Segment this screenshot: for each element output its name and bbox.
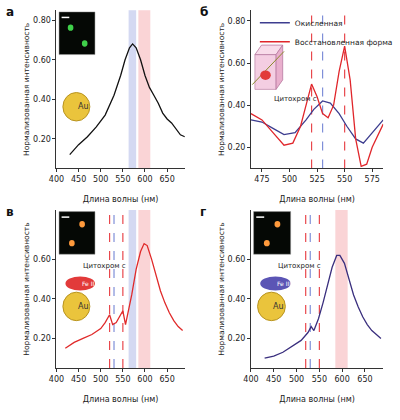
svg-text:525: 525: [309, 175, 324, 184]
svg-text:550: 550: [115, 175, 130, 184]
svg-text:400: 400: [243, 375, 258, 384]
svg-text:500: 500: [289, 375, 304, 384]
svg-text:450: 450: [266, 375, 281, 384]
svg-text:650: 650: [159, 175, 174, 184]
svg-text:Нормализованная интенсивность: Нормализованная интенсивность: [22, 23, 31, 156]
svg-text:г: г: [200, 205, 206, 219]
svg-text:0.60: 0.60: [228, 255, 246, 264]
svg-text:Окисленная: Окисленная: [295, 19, 343, 28]
svg-text:450: 450: [71, 375, 86, 384]
svg-text:б: б: [200, 5, 208, 19]
svg-text:Длина волны (нм): Длина волны (нм): [279, 195, 355, 204]
svg-text:600: 600: [137, 175, 152, 184]
svg-text:650: 650: [159, 375, 174, 384]
svg-text:Длина волны (нм): Длина волны (нм): [279, 395, 355, 404]
svg-text:Au: Au: [78, 102, 89, 111]
svg-text:0.20: 0.20: [228, 143, 246, 152]
svg-text:600: 600: [335, 375, 350, 384]
svg-text:400: 400: [49, 175, 64, 184]
svg-text:0.20: 0.20: [33, 135, 51, 144]
svg-text:0.80: 0.80: [33, 16, 51, 25]
svg-text:Восстановленная форма: Восстановленная форма: [295, 38, 393, 47]
svg-text:475: 475: [254, 175, 269, 184]
svg-text:Цитохром c: Цитохром c: [278, 262, 321, 270]
svg-text:0.20: 0.20: [33, 334, 51, 343]
svg-text:450: 450: [71, 175, 86, 184]
svg-text:0.60: 0.60: [33, 56, 51, 65]
svg-text:0.60: 0.60: [228, 59, 246, 68]
svg-text:Нормализованная интенсивность: Нормализованная интенсивность: [217, 222, 226, 355]
svg-text:0.40: 0.40: [33, 95, 51, 104]
svg-text:500: 500: [93, 175, 108, 184]
svg-text:550: 550: [337, 175, 352, 184]
svg-text:а: а: [6, 5, 14, 19]
svg-text:500: 500: [93, 375, 108, 384]
svg-text:Длина волны (нм): Длина волны (нм): [83, 195, 159, 204]
svg-text:Au: Au: [78, 302, 89, 311]
svg-text:400: 400: [49, 375, 64, 384]
svg-text:в: в: [6, 205, 14, 219]
svg-text:550: 550: [115, 375, 130, 384]
svg-text:Нормализованная интенсивность: Нормализованная интенсивность: [22, 222, 31, 355]
svg-text:500: 500: [282, 175, 297, 184]
svg-text:Цитохром c: Цитохром c: [274, 95, 317, 103]
svg-text:0.80: 0.80: [228, 17, 246, 26]
svg-text:Fe II: Fe II: [82, 280, 94, 287]
svg-text:Длина волны (нм): Длина волны (нм): [83, 395, 159, 404]
svg-text:600: 600: [137, 375, 152, 384]
svg-text:575: 575: [365, 175, 380, 184]
svg-text:0.20: 0.20: [228, 334, 246, 343]
svg-text:0.40: 0.40: [228, 295, 246, 304]
svg-text:550: 550: [312, 375, 327, 384]
svg-text:Fe III: Fe III: [277, 280, 291, 287]
svg-text:0.40: 0.40: [33, 295, 51, 304]
svg-text:Цитохром c: Цитохром c: [83, 262, 126, 270]
svg-text:0.40: 0.40: [228, 101, 246, 110]
svg-text:Au: Au: [273, 302, 284, 311]
svg-text:650: 650: [357, 375, 372, 384]
svg-text:0.60: 0.60: [33, 255, 51, 264]
svg-text:Нормализованная интенсивность: Нормализованная интенсивность: [217, 23, 226, 156]
